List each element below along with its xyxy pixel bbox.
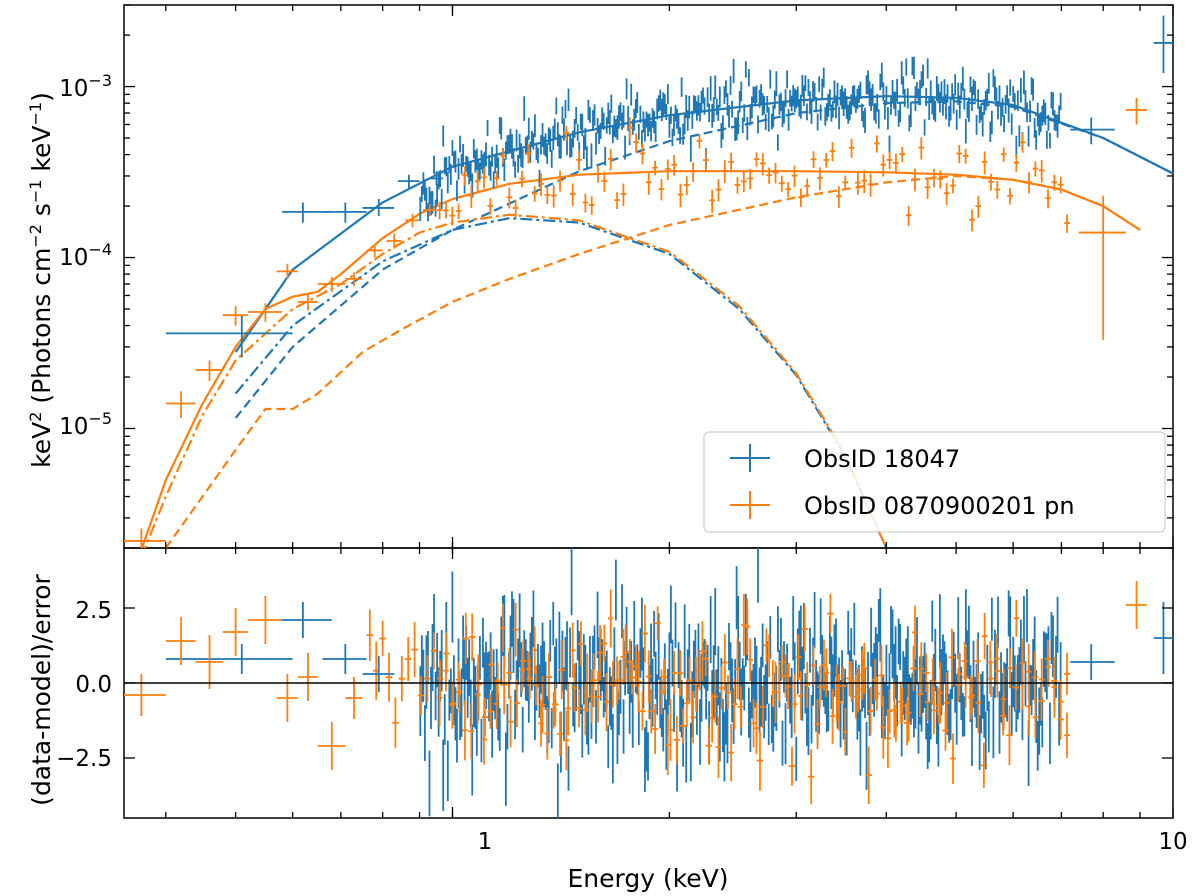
- model-total-line: [140, 170, 1141, 548]
- y-tick-label-lower: 0.0: [75, 672, 112, 698]
- y-tick-label-lower: 2.5: [75, 598, 112, 624]
- x-tick-label: 1: [478, 829, 493, 855]
- upper-plot-area: [124, 15, 1173, 548]
- model-dashdot-line: [234, 216, 888, 548]
- axis-ticks: [124, 4, 1174, 818]
- legend-marker-0870900201-pn: [730, 491, 770, 519]
- y-axis-label-lower: (data-model)/error: [27, 573, 56, 805]
- lower-plot-area: [124, 548, 1173, 818]
- x-axis-label: Energy (keV): [567, 864, 728, 893]
- y-tick-label-upper: 10−5: [59, 409, 112, 440]
- model-dashed-line: [234, 100, 1173, 419]
- y-tick-label-upper: 10−3: [59, 71, 112, 102]
- legend-box: [703, 431, 1166, 533]
- legend: ObsID 18047 ObsID 0870900201 pn: [703, 431, 1166, 533]
- legend-label-0870900201-pn: ObsID 0870900201 pn: [804, 492, 1075, 520]
- x-tick-label: 10: [1158, 829, 1187, 855]
- legend-label-18047: ObsID 18047: [804, 445, 960, 473]
- y-tick-label-upper: 10−4: [59, 240, 112, 271]
- legend-marker-18047: [730, 444, 770, 472]
- y-axis-label-upper: keV2 (Photons cm−2 s−1 keV−1): [26, 92, 56, 468]
- model-dashdot-line: [143, 213, 888, 548]
- y-tick-label-lower: −2.5: [56, 746, 112, 772]
